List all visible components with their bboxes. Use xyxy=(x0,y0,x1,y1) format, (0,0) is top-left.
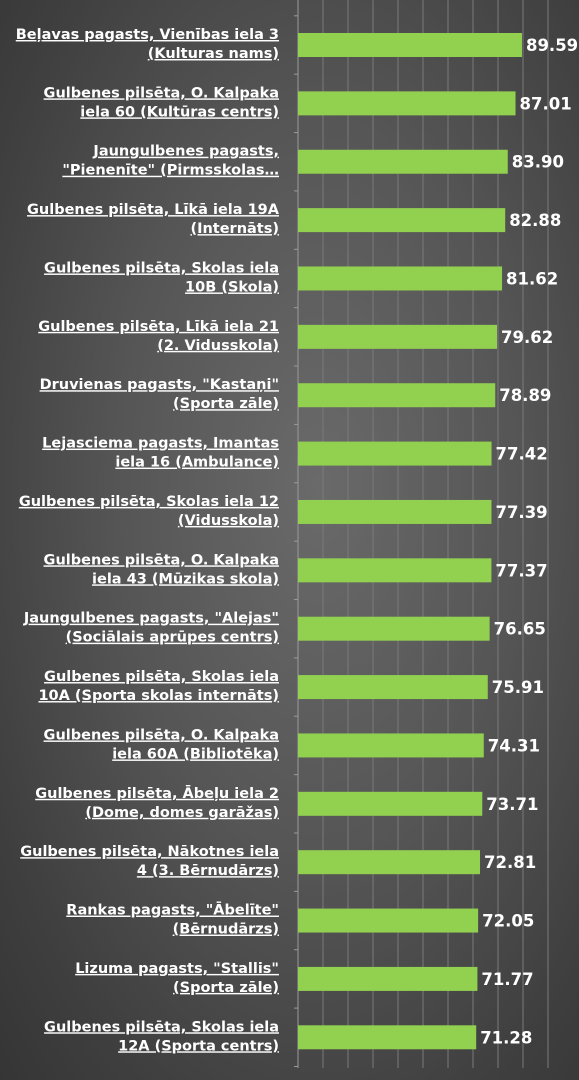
value-label: 77.42 xyxy=(496,445,548,464)
bar xyxy=(298,558,492,583)
chart-bars xyxy=(298,33,522,1050)
category-label: Gulbenes pilsēta, Līkā iela 21 (2. Viduss… xyxy=(38,319,279,354)
category-label: Beļavas pagasts, Vienības iela 3 (Kultura… xyxy=(16,27,279,62)
category-label: Gulbenes pilsēta, O. Kalpaka iela 60 (Kul… xyxy=(44,85,279,120)
chart-category-labels: Beļavas pagasts, Vienības iela 3 (Kultura… xyxy=(16,27,280,1054)
category-label: Lejasciema pagasts, Imantas iela 16 (Ambu… xyxy=(42,436,279,471)
bar xyxy=(298,266,503,291)
category-label: Gulbenes pilsēta, O. Kalpaka iela 60A (Bi… xyxy=(44,727,279,762)
category-label: Jaungulbenes pagasts, "Alejas" (Sociālais… xyxy=(23,611,279,646)
bar xyxy=(298,149,508,174)
category-label: Gulbenes pilsēta, Skolas iela 12 (Vidussk… xyxy=(19,494,279,529)
value-label: 74.31 xyxy=(488,736,540,755)
value-label: 72.81 xyxy=(484,853,536,872)
category-label: Jaungulbenes pagasts, "Pienenīte" (Pirmss… xyxy=(62,144,279,179)
chart-gridlines xyxy=(294,0,549,1068)
value-label: 77.39 xyxy=(495,503,547,522)
value-label: 76.65 xyxy=(494,620,546,639)
bar xyxy=(298,791,483,816)
bar xyxy=(298,616,490,641)
category-label: Gulbenes pilsēta, Ābeļu iela 2 (Dome, dom… xyxy=(35,784,279,821)
bar xyxy=(298,499,492,524)
bar xyxy=(298,383,496,408)
category-label: Gulbenes pilsēta, Līkā iela 19A (Internāt… xyxy=(27,202,280,237)
bar xyxy=(298,208,506,233)
bar xyxy=(298,91,516,116)
value-label: 87.01 xyxy=(520,94,572,113)
chart-value-labels: 89.59 87.01 83.90 82.88 81.62 79.62 78.89 77.42… xyxy=(480,36,578,1047)
category-label: Gulbenes pilsēta, O. Kalpaka iela 43 (Mūz… xyxy=(44,552,279,587)
value-label: 79.62 xyxy=(501,328,553,347)
category-label: Gulbenes pilsēta, Skolas iela 10A (Sporta… xyxy=(38,669,279,704)
value-label: 78.89 xyxy=(499,386,551,405)
category-label: Druvienas pagasts, "Kastaņi" (Sporta zāle… xyxy=(40,377,279,412)
category-label: Gulbenes pilsēta, Nākotnes iela 4 (3. Bēr… xyxy=(20,844,279,879)
bar xyxy=(298,1025,477,1050)
value-label: 82.88 xyxy=(509,211,561,230)
value-label: 71.77 xyxy=(481,970,533,989)
value-label: 89.59 xyxy=(526,36,578,55)
value-label: 71.28 xyxy=(480,1028,532,1047)
category-label: Rankas pagasts, "Ābelīte" (Bērnudārzs) xyxy=(66,901,279,938)
bar xyxy=(298,33,522,57)
value-label: 72.05 xyxy=(482,912,534,931)
bar xyxy=(298,324,498,349)
value-label: 81.62 xyxy=(506,269,558,288)
bar xyxy=(298,441,492,466)
category-label: Gulbenes pilsēta, Skolas iela 12A (Sporta… xyxy=(44,1019,279,1054)
bar xyxy=(298,850,481,875)
bar xyxy=(298,966,478,991)
bar xyxy=(298,733,484,758)
category-label: Lizuma pagasts, "Stallis" (Sporta zāle) xyxy=(75,961,279,996)
value-label: 75.91 xyxy=(492,678,544,697)
value-label: 83.90 xyxy=(512,153,564,172)
value-label: 73.71 xyxy=(486,795,538,814)
category-label: Gulbenes pilsēta, Skolas iela 10B (Skola) xyxy=(44,260,279,295)
bar xyxy=(298,675,488,700)
value-label: 77.37 xyxy=(495,561,547,580)
bar xyxy=(298,908,479,933)
